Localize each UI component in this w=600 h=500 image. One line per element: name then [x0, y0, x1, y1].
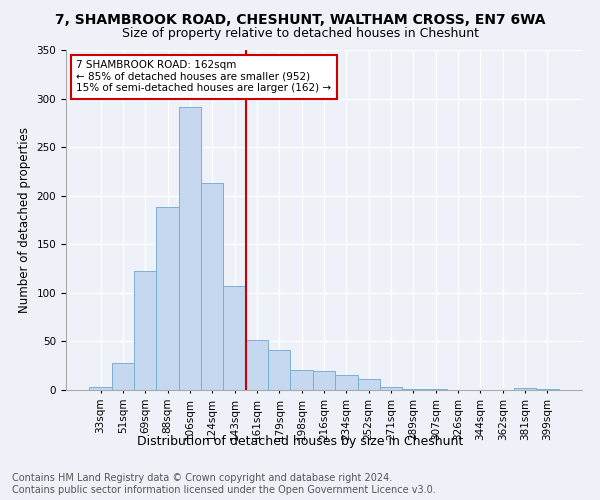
Bar: [290, 370, 313, 390]
Bar: [89, 387, 112, 390]
Bar: [358, 380, 380, 390]
Text: Size of property relative to detached houses in Cheshunt: Size of property relative to detached ho…: [121, 28, 479, 40]
Bar: [246, 340, 268, 390]
Bar: [313, 370, 335, 390]
Bar: [157, 208, 179, 390]
Text: Contains HM Land Registry data © Crown copyright and database right 2024.
Contai: Contains HM Land Registry data © Crown c…: [12, 474, 436, 495]
Text: Distribution of detached houses by size in Cheshunt: Distribution of detached houses by size …: [137, 435, 463, 448]
Bar: [380, 387, 402, 390]
Bar: [536, 389, 559, 390]
Bar: [134, 272, 157, 390]
Y-axis label: Number of detached properties: Number of detached properties: [18, 127, 31, 313]
Text: 7, SHAMBROOK ROAD, CHESHUNT, WALTHAM CROSS, EN7 6WA: 7, SHAMBROOK ROAD, CHESHUNT, WALTHAM CRO…: [55, 12, 545, 26]
Bar: [402, 389, 425, 390]
Bar: [514, 388, 536, 390]
Bar: [425, 389, 447, 390]
Bar: [335, 376, 358, 390]
Text: 7 SHAMBROOK ROAD: 162sqm
← 85% of detached houses are smaller (952)
15% of semi-: 7 SHAMBROOK ROAD: 162sqm ← 85% of detach…: [76, 60, 331, 94]
Bar: [223, 286, 246, 390]
Bar: [268, 350, 290, 390]
Bar: [112, 363, 134, 390]
Bar: [201, 183, 223, 390]
Bar: [179, 108, 201, 390]
